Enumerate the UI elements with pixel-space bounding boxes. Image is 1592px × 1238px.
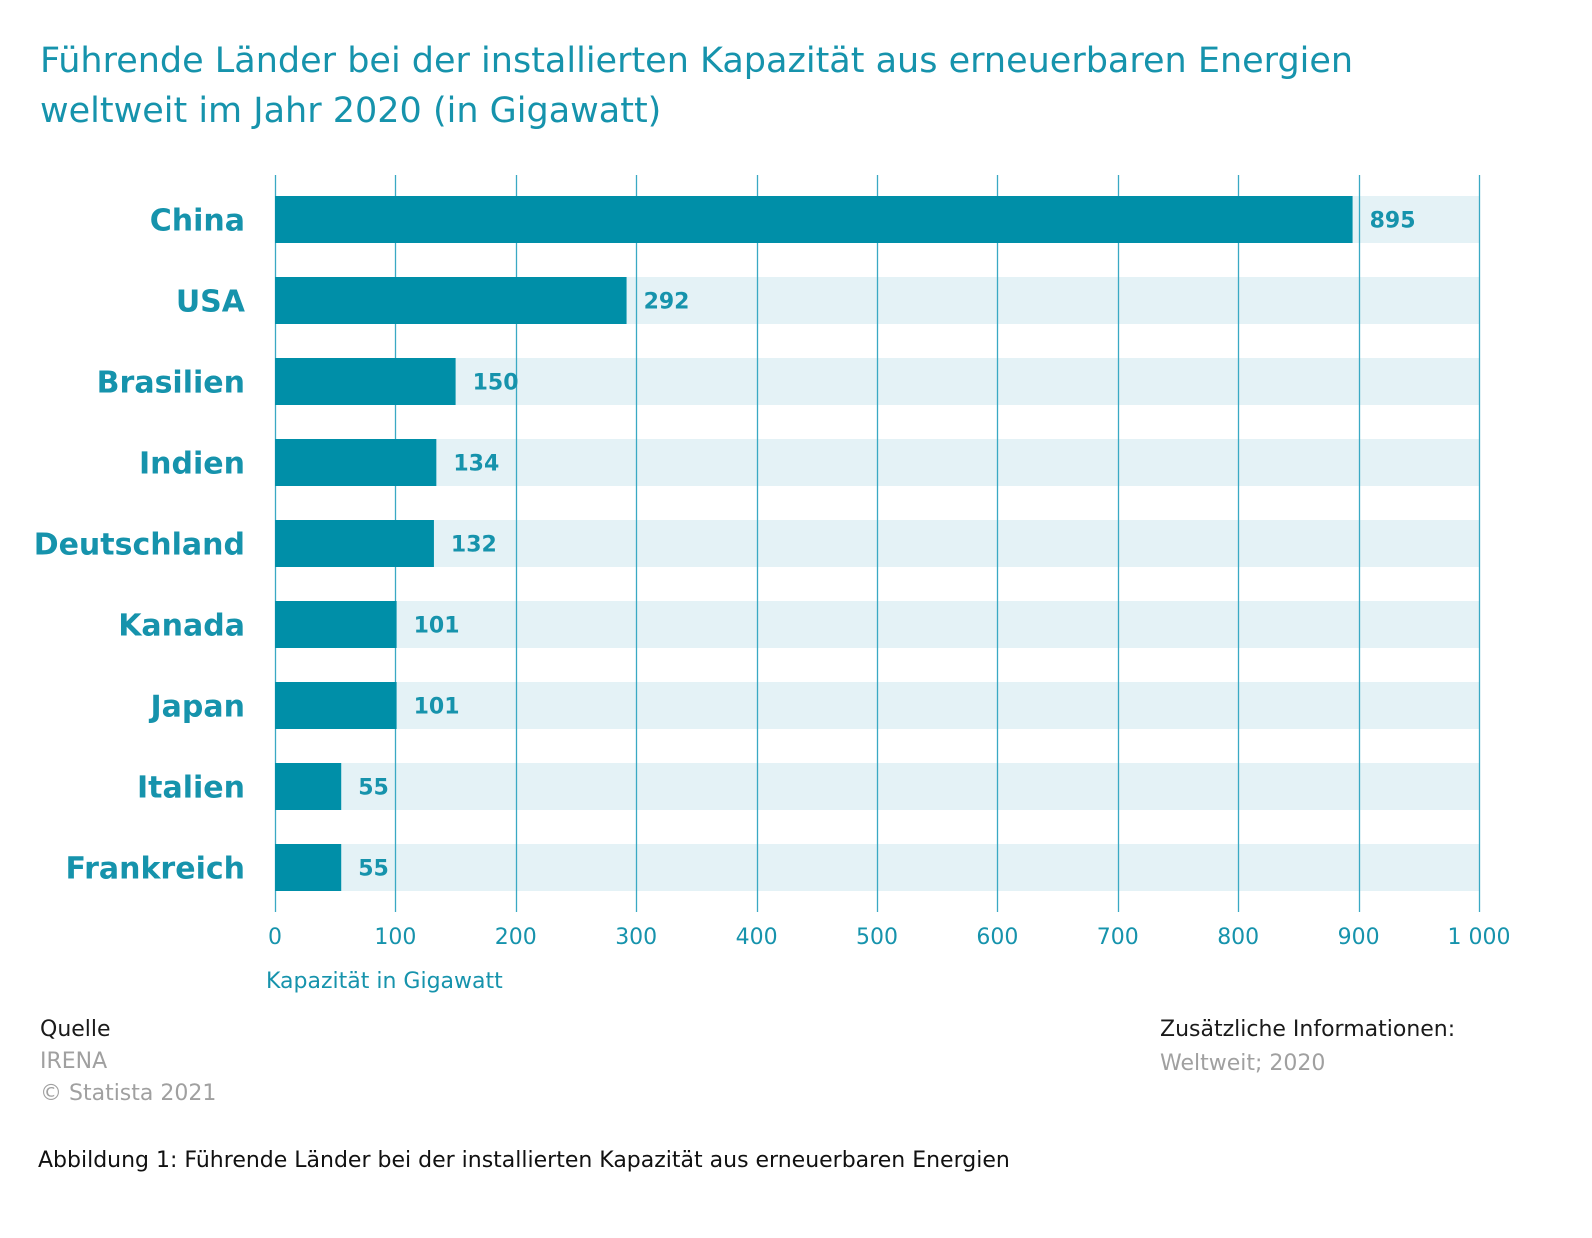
bar — [275, 844, 342, 891]
category-label: Japan — [149, 690, 245, 725]
bar — [275, 277, 627, 324]
bar — [275, 358, 456, 405]
x-axis-label: Kapazität in Gigawatt — [266, 969, 503, 994]
bar — [275, 520, 434, 567]
chart-title-line-2: weltweit im Jahr 2020 (in Gigawatt) — [40, 91, 662, 131]
bar — [275, 682, 397, 729]
value-label: 101 — [414, 695, 460, 720]
value-label: 101 — [414, 614, 460, 639]
category-label: Deutschland — [34, 528, 245, 563]
value-label: 134 — [453, 452, 499, 477]
bar — [275, 601, 397, 648]
x-tick-label: 800 — [1217, 925, 1259, 950]
bar — [275, 439, 437, 486]
value-label: 292 — [644, 290, 690, 315]
x-tick-label: 500 — [856, 925, 898, 950]
value-label: 132 — [451, 533, 497, 558]
x-tick-label: 600 — [976, 925, 1018, 950]
bars — [275, 196, 1353, 891]
additional-info-heading: Zusätzliche Informationen: — [1160, 1017, 1456, 1042]
x-tick-label: 100 — [374, 925, 416, 950]
value-labels: 895 292 150 134 132 101 101 55 55 — [358, 209, 1415, 882]
category-label: China — [150, 204, 245, 239]
category-label: Frankreich — [66, 852, 246, 887]
value-label: 895 — [1370, 209, 1416, 234]
x-tick-label: 1 000 — [1448, 925, 1511, 950]
category-label: Italien — [137, 771, 245, 806]
bar-chart: 895 292 150 134 132 101 101 55 55 China USA Brasil… — [34, 175, 1510, 994]
figure-caption: Abbildung 1: Führende Länder bei der ins… — [38, 1148, 1010, 1173]
value-label: 55 — [358, 776, 389, 801]
value-label: 150 — [473, 371, 519, 396]
x-tick-label: 300 — [615, 925, 657, 950]
value-label: 55 — [358, 857, 389, 882]
x-tick-label: 900 — [1338, 925, 1380, 950]
x-tick-label: 400 — [736, 925, 778, 950]
category-label: Indien — [139, 447, 245, 482]
category-label: Kanada — [118, 609, 245, 644]
x-tick-label: 700 — [1097, 925, 1139, 950]
bar — [275, 196, 1353, 243]
chart-title: Führende Länder bei der installierten Ka… — [40, 36, 1540, 136]
source-name: IRENA — [40, 1049, 108, 1074]
source-heading: Quelle — [40, 1017, 111, 1042]
category-label: USA — [176, 285, 246, 320]
category-labels: China USA Brasilien Indien Deutschland Kanada… — [34, 204, 246, 887]
chart-title-line-1: Führende Länder bei der installierten Ka… — [40, 41, 1354, 81]
x-tick-labels: 0 100 200 300 400 500 600 700 800 900 1 000 — [268, 925, 1510, 950]
bar — [275, 763, 342, 810]
x-tick-label: 200 — [495, 925, 537, 950]
additional-info-value: Weltweit; 2020 — [1160, 1051, 1326, 1076]
x-tick-label: 0 — [268, 925, 282, 950]
category-label: Brasilien — [97, 366, 245, 401]
source-copyright: © Statista 2021 — [40, 1081, 217, 1106]
